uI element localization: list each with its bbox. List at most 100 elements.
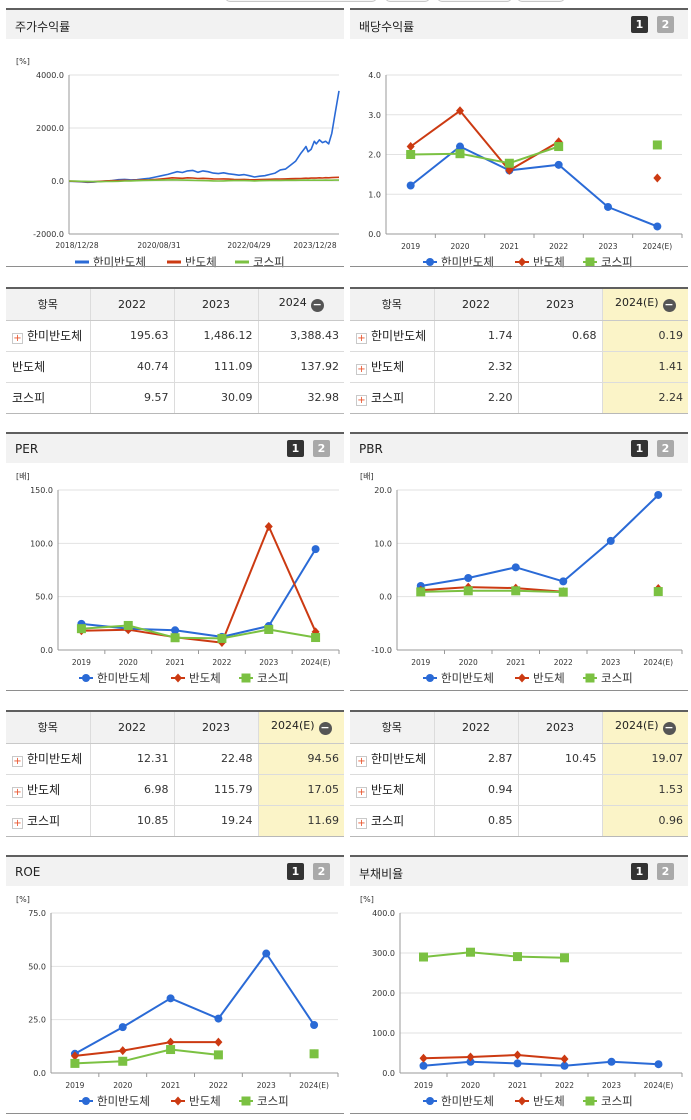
collapse-icon[interactable]: −	[318, 721, 332, 736]
expand-icon[interactable]: +	[12, 333, 23, 344]
panel-divider	[6, 266, 344, 267]
x-tick-label: 2021	[161, 1081, 180, 1090]
row-label-cell[interactable]: + 한미반도체	[350, 743, 434, 775]
x-tick-label: 2020	[113, 1081, 132, 1090]
x-tick-label: 2018/12/28	[55, 241, 98, 250]
legend-marker	[585, 673, 595, 683]
top-tab[interactable]	[437, 0, 512, 2]
page-button-2[interactable]: 2	[657, 16, 674, 33]
top-tab[interactable]	[225, 0, 377, 2]
page-button-1[interactable]: 1	[631, 16, 648, 33]
data-point	[654, 490, 663, 499]
page-button-2[interactable]: 2	[657, 863, 674, 880]
data-point	[463, 586, 473, 596]
series-line	[423, 1060, 659, 1067]
value-cell: 1.53	[601, 774, 688, 806]
page-button-2[interactable]: 2	[313, 863, 330, 880]
row-label-cell[interactable]: + 반도체	[350, 774, 434, 806]
panel-divider	[6, 690, 344, 691]
legend-marker	[518, 673, 526, 683]
data-point	[419, 1053, 428, 1063]
top-tab[interactable]	[517, 0, 565, 2]
data-table-PBR: 항목 2022 2023 2024(E) − + 한미반도체 2.87 10.45 19.07 + 반…	[350, 710, 688, 837]
row-label-cell[interactable]: + 한미반도체	[6, 743, 90, 775]
data-point	[118, 1056, 128, 1066]
y-tick-label: -2000.0	[33, 230, 64, 239]
y-tick-label: 10.0	[374, 539, 392, 548]
data-point	[213, 1050, 223, 1060]
row-label-cell[interactable]: + 한미반도체	[350, 320, 434, 352]
y-tick-label: -10.0	[371, 646, 392, 655]
data-point	[70, 1058, 80, 1068]
expand-icon[interactable]: +	[356, 395, 367, 406]
x-tick-label: 2023	[598, 242, 617, 251]
y-tick-label: 2.0	[368, 151, 381, 160]
page-button-2[interactable]: 2	[657, 440, 674, 457]
x-tick-label: 2024(E)	[643, 658, 673, 667]
legend-item: 한미반도체	[75, 255, 146, 269]
value-cell: 10.45	[517, 743, 602, 775]
row-label-cell[interactable]: + 반도체	[350, 351, 434, 383]
row-label-cell[interactable]: + 코스피	[6, 805, 90, 837]
y-tick-label: 50.0	[35, 593, 53, 602]
x-tick-label: 2024(E)	[642, 242, 672, 251]
data-point	[466, 947, 475, 957]
table-row: + 한미반도체 195.63 1,486.12 3,388.43	[6, 320, 344, 352]
data-point	[70, 1051, 79, 1061]
column-header-label: 2024(E)	[614, 719, 659, 733]
y-tick-label: 1.0	[368, 190, 381, 199]
collapse-icon[interactable]: −	[662, 721, 676, 736]
expand-icon[interactable]: +	[12, 756, 23, 767]
data-point	[652, 140, 662, 150]
expand-icon[interactable]: +	[12, 787, 23, 798]
y-unit-label: [배]	[360, 472, 374, 481]
page-button-1[interactable]: 1	[631, 440, 648, 457]
expand-icon[interactable]: +	[356, 756, 367, 767]
x-tick-label: 2019	[72, 658, 91, 667]
series-한미반도체	[68, 90, 340, 184]
value-cell: 6.98	[89, 774, 174, 806]
data-point	[560, 1061, 569, 1070]
y-tick-label: 0.0	[368, 230, 381, 239]
series-line	[423, 951, 565, 959]
page-button-1[interactable]: 1	[287, 863, 304, 880]
series-코스피	[406, 140, 662, 168]
value-cell: 19.24	[173, 805, 258, 837]
y-tick-label: 20.0	[374, 486, 392, 495]
legend-marker	[241, 673, 251, 683]
page-button-1[interactable]: 1	[631, 863, 648, 880]
expand-icon[interactable]: +	[356, 787, 367, 798]
x-tick-label: 2023	[259, 658, 278, 667]
legend-label: 코스피	[257, 1094, 289, 1108]
data-point	[76, 624, 86, 634]
y-tick-label: 0.0	[379, 593, 392, 602]
value-cell: 9.57	[89, 382, 174, 414]
data-point	[504, 158, 514, 168]
y-tick-label: 100.0	[30, 539, 53, 548]
y-unit-label: [%]	[16, 895, 30, 904]
series-반도체	[416, 582, 663, 597]
column-header-year: 2022	[433, 287, 518, 321]
expand-icon[interactable]: +	[356, 333, 367, 344]
collapse-icon[interactable]: −	[662, 298, 676, 313]
y-tick-label: 4000.0	[36, 71, 64, 80]
row-label-cell[interactable]: + 한미반도체	[6, 320, 90, 352]
row-label-cell[interactable]: + 코스피	[350, 382, 434, 414]
column-header-year: 2023	[173, 287, 258, 321]
row-label-cell[interactable]: + 코스피	[350, 805, 434, 837]
y-tick-label: 0.0	[51, 177, 64, 186]
page-button-2[interactable]: 2	[313, 440, 330, 457]
row-label-cell[interactable]: + 반도체	[6, 774, 90, 806]
legend-label: 한미반도체	[441, 671, 494, 685]
page-button-1[interactable]: 1	[287, 440, 304, 457]
legend-marker	[585, 1096, 595, 1106]
expand-icon[interactable]: +	[12, 818, 23, 829]
data-point	[217, 633, 227, 643]
collapse-icon[interactable]: −	[310, 298, 324, 313]
expand-icon[interactable]: +	[356, 364, 367, 375]
expand-icon[interactable]: +	[356, 818, 367, 829]
chart-주가수익률: [%] 4000.0 2000.0 0.0 -2000.0 2018/12/28 2020/…	[16, 57, 340, 269]
x-tick-label: 2022	[554, 658, 573, 667]
x-tick-label: 2021	[166, 658, 185, 667]
top-tab[interactable]	[385, 0, 430, 2]
